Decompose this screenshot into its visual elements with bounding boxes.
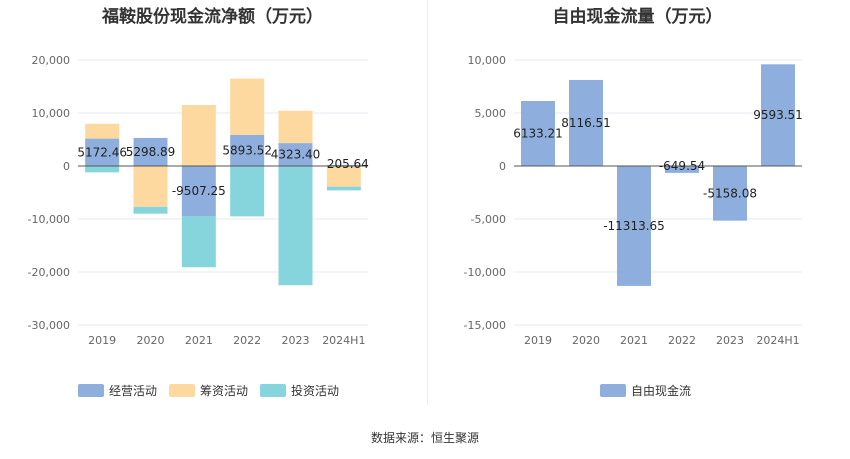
right-data-label: -5158.08	[703, 186, 757, 200]
left-y-tick-label: 10,000	[32, 107, 71, 120]
right-data-label: 6133.21	[513, 126, 563, 140]
right-x-tick-label: 2021	[620, 334, 648, 347]
left-bar-2-2021	[181, 216, 216, 268]
right-y-tick-label: 10,000	[468, 54, 507, 67]
legend-item-operating[interactable]: 经营活动	[78, 382, 157, 399]
left-bar-0-2021	[181, 166, 216, 217]
left-x-tick-label: 2022	[233, 334, 261, 347]
left-x-tick-label: 2024H1	[322, 334, 365, 347]
right-y-tick-label: 0	[499, 160, 506, 173]
left-x-tick-label: 2023	[282, 334, 310, 347]
left-bar-1-2019	[85, 123, 120, 139]
legend-label-financing: 筹资活动	[200, 384, 249, 398]
left-chart-title: 福鞍股份现金流净额（万元）	[102, 7, 323, 27]
legend-swatch-financing	[169, 384, 196, 397]
left-x-tick-label: 2021	[185, 334, 213, 347]
left-y-tick-label: 20,000	[32, 54, 71, 67]
right-data-label: -649.54	[659, 159, 705, 173]
left-bar-1-2023	[278, 110, 313, 144]
left-bar-0-2019	[85, 138, 120, 166]
legend-swatch-free-cash-flow	[600, 384, 626, 397]
left-bar-0-2023	[278, 143, 313, 166]
right-data-label: 9593.51	[753, 108, 803, 122]
left-data-label: 5298.89	[126, 145, 176, 159]
left-data-label: 5172.46	[77, 145, 127, 159]
legend-label-operating: 经营活动	[109, 384, 158, 398]
right-x-tick-label: 2023	[716, 334, 744, 347]
right-bar-2024H1	[761, 64, 795, 166]
left-y-tick-label: -30,000	[28, 319, 70, 332]
panel-divider	[427, 0, 428, 405]
left-bar-2-2019	[85, 166, 120, 173]
left-bar-2-2023	[278, 166, 313, 286]
left-data-label: 4323.40	[271, 148, 321, 162]
left-x-tick-label: 2019	[88, 334, 116, 347]
left-bar-0-2020	[133, 137, 168, 166]
left-data-label: -9507.25	[172, 184, 226, 198]
left-bar-1-2022	[230, 78, 265, 135]
right-bar-2023	[713, 166, 747, 221]
left-bar-1-2024H1	[326, 166, 361, 187]
left-x-tick-label: 2020	[137, 334, 165, 347]
right-y-tick-label: -15,000	[464, 319, 506, 332]
left-data-label: 5893.52	[222, 143, 272, 157]
left-bar-1-2021	[181, 105, 216, 166]
right-y-tick-label: -5,000	[471, 213, 506, 226]
left-bar-2-2022	[230, 166, 265, 217]
right-bar-2020	[569, 79, 603, 166]
left-bar-2-2024H1	[326, 186, 361, 191]
left-legend: 经营活动 筹资活动 投资活动	[78, 382, 351, 399]
right-chart-title: 自由现金流量（万元）	[552, 7, 723, 27]
data-source-note: 数据来源：恒生聚源	[370, 431, 479, 445]
right-data-label: 8116.51	[561, 116, 611, 130]
right-data-label: -11313.65	[603, 219, 665, 233]
left-bar-0-2022	[230, 134, 265, 166]
right-legend: 自由现金流	[600, 382, 703, 399]
legend-label-investing: 投资活动	[291, 384, 340, 398]
left-y-tick-label: -10,000	[28, 213, 70, 226]
left-y-tick-label: -20,000	[28, 266, 70, 279]
legend-swatch-investing	[260, 384, 287, 397]
left-bar-0-2024H1	[326, 164, 361, 166]
legend-item-financing[interactable]: 筹资活动	[169, 382, 248, 399]
right-y-tick-label: 5,000	[475, 107, 507, 120]
right-bar-2021	[617, 166, 651, 286]
legend-label-free-cash-flow: 自由现金流	[631, 384, 692, 398]
left-bar-1-2020	[133, 166, 168, 207]
legend-item-free-cash-flow[interactable]: 自由现金流	[600, 382, 691, 399]
right-x-tick-label: 2020	[572, 334, 600, 347]
right-x-tick-label: 2022	[668, 334, 696, 347]
right-x-tick-label: 2019	[524, 334, 552, 347]
right-bar-2019	[521, 100, 555, 166]
left-bar-2-2020	[133, 206, 168, 214]
right-bar-2022	[665, 166, 699, 173]
right-x-tick-label: 2024H1	[756, 334, 799, 347]
right-y-tick-label: -10,000	[464, 266, 506, 279]
left-data-label: 205.64	[327, 157, 369, 171]
legend-item-investing[interactable]: 投资活动	[260, 382, 339, 399]
left-y-tick-label: 0	[63, 160, 70, 173]
legend-swatch-operating	[78, 384, 104, 397]
